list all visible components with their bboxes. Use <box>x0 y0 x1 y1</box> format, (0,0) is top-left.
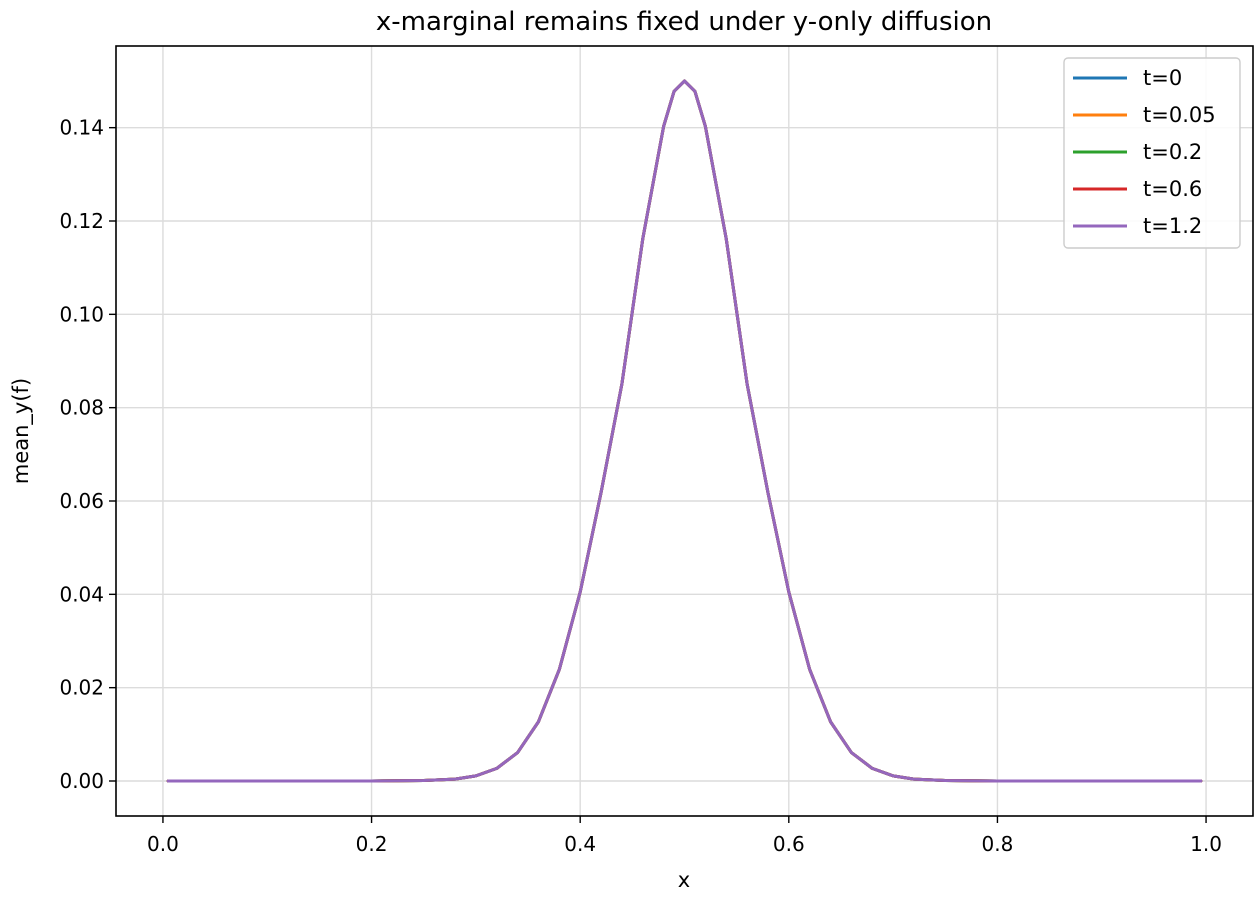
chart-title: x-marginal remains fixed under y-only di… <box>376 7 992 37</box>
series-line-5 <box>166 79 1203 783</box>
series-layer <box>166 79 1203 783</box>
y-axis: 0.00 0.02 0.04 0.06 0.08 0.10 0.12 0.14 <box>59 116 116 793</box>
y-tick-label: 0.04 <box>59 582 104 606</box>
plot-frame <box>115 45 1254 817</box>
x-tick-label: 1.0 <box>1190 832 1222 856</box>
x-tick-label: 0.6 <box>773 832 805 856</box>
legend-label-4: t=0.6 <box>1143 177 1202 201</box>
x-axis-label: x <box>678 868 690 892</box>
legend-label-5: t=1.2 <box>1143 214 1202 238</box>
x-tick-label: 0.0 <box>147 832 179 856</box>
legend-box <box>1063 57 1241 249</box>
legend-label-1: t=0 <box>1143 66 1182 90</box>
y-tick-label: 0.06 <box>59 489 104 513</box>
legend: t=0 t=0.05 t=0.2 t=0.6 t=1.2 <box>1063 57 1241 249</box>
y-tick-label: 0.10 <box>59 302 104 326</box>
x-tick-label: 0.4 <box>564 832 596 856</box>
y-axis-label: mean_y(f) <box>9 378 34 484</box>
series-line-4 <box>166 79 1203 783</box>
y-tick-label: 0.08 <box>59 396 104 420</box>
y-tick-label: 0.14 <box>59 116 104 140</box>
y-tick-label: 0.12 <box>59 209 104 233</box>
y-tick-label: 0.00 <box>59 769 104 793</box>
x-axis: 0.0 0.2 0.4 0.6 0.8 1.0 <box>147 816 1222 856</box>
series-line-1 <box>166 79 1203 783</box>
x-tick-label: 0.2 <box>356 832 388 856</box>
series-line-2 <box>166 79 1203 783</box>
legend-label-2: t=0.05 <box>1143 103 1216 127</box>
y-tick-label: 0.02 <box>59 676 104 700</box>
series-line-3 <box>166 79 1203 783</box>
legend-label-3: t=0.2 <box>1143 140 1202 164</box>
x-tick-label: 0.8 <box>982 832 1014 856</box>
